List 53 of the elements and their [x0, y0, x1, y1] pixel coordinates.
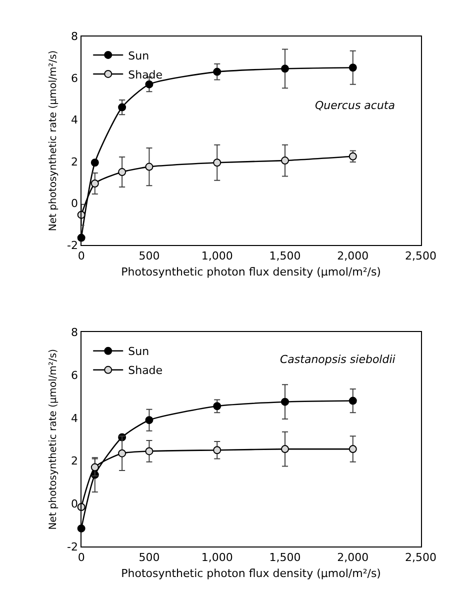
x-axis-title: Photosynthetic photon flux density (μmol/m²/s) — [121, 567, 381, 580]
x-tick-label: 1,000 — [201, 551, 233, 564]
y-tick-label: 8 — [70, 326, 78, 339]
y-tick-label: 0 — [70, 498, 78, 511]
x-tick-label: 2,500 — [405, 249, 437, 262]
point — [90, 463, 99, 472]
legend-label: Sun — [128, 345, 150, 358]
legend-label: Sun — [128, 49, 150, 62]
point — [348, 64, 357, 72]
point — [348, 396, 357, 405]
x-tick-label: 2,000 — [337, 249, 369, 262]
annotation: Quercus acuta — [315, 99, 396, 112]
point — [281, 398, 289, 406]
y-tick-label: 4 — [70, 114, 78, 127]
point — [213, 158, 222, 167]
y-tick-label: 6 — [70, 72, 78, 85]
point — [118, 449, 126, 458]
point — [281, 445, 289, 454]
point — [118, 168, 126, 176]
point — [281, 64, 289, 73]
y-tick-label: 2 — [70, 155, 78, 168]
point — [213, 402, 222, 410]
point — [213, 68, 222, 76]
y-tick-label: 8 — [70, 30, 78, 44]
y-tick-label: 2 — [70, 454, 78, 468]
x-tick-label: 2,500 — [405, 551, 437, 564]
y-tick-label: 6 — [70, 368, 78, 382]
point — [90, 158, 99, 167]
point — [145, 162, 154, 171]
annotation: Castanopsis sieboldii — [280, 353, 396, 366]
x-tick-label: 2,000 — [337, 551, 369, 564]
x-tick-label: 500 — [138, 551, 160, 564]
y-axis-title: Net photosynthetic rate (μmol/m²/s) — [48, 50, 59, 232]
y-axis-title: Net photosynthetic rate (μmol/m²/s) — [48, 348, 59, 530]
point — [118, 103, 126, 112]
point — [145, 416, 154, 424]
x-tick-label: 500 — [138, 249, 160, 262]
point — [213, 446, 222, 454]
x-tick-label: 1,500 — [269, 249, 301, 262]
y-tick-label: 0 — [70, 197, 78, 210]
point — [348, 445, 357, 454]
x-tick-label: 1,000 — [201, 249, 233, 262]
x-tick-label: 1,500 — [269, 551, 301, 564]
y-tick-label: -2 — [67, 540, 78, 554]
point — [90, 180, 99, 188]
legend-label: Shade — [128, 68, 163, 82]
point — [281, 156, 289, 165]
point — [145, 80, 154, 88]
y-tick-label: -2 — [67, 238, 78, 252]
y-tick-label: 4 — [70, 412, 78, 425]
x-axis-title: Photosynthetic photon flux density (μmol/m²/s) — [121, 266, 381, 279]
point — [145, 447, 154, 456]
legend-label: Shade — [128, 364, 163, 378]
